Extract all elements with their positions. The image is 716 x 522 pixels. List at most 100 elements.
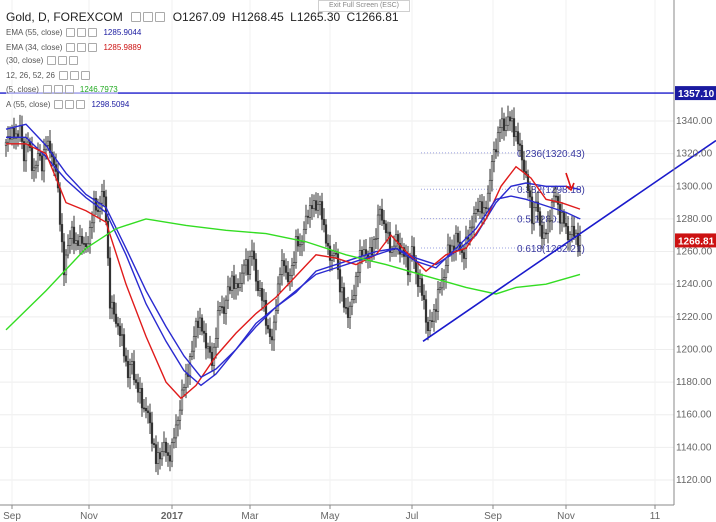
candle-body (484, 207, 488, 209)
eye-icon[interactable] (47, 56, 57, 65)
candle-body (210, 351, 214, 366)
candle-body (346, 307, 350, 318)
candle-body (46, 140, 50, 146)
eye-icon[interactable] (42, 85, 52, 94)
candle-body (122, 334, 126, 357)
price-axis[interactable]: 1340.00 1320.00 1300.00 1280.00 1260.00 1240.… (673, 0, 713, 505)
candle-body (474, 208, 478, 214)
y-tick-label: 1200.00 (676, 344, 713, 355)
candle-body (232, 275, 236, 289)
settings-icon[interactable] (65, 100, 75, 109)
candle-body (118, 325, 122, 336)
eye-icon[interactable] (54, 100, 64, 109)
indicator-controls[interactable] (54, 100, 86, 109)
candle-body (230, 275, 234, 291)
candle-body (476, 208, 480, 212)
candle-body (150, 422, 154, 444)
candle-body (108, 257, 112, 309)
candle-body (66, 245, 70, 256)
settings-icon[interactable] (58, 56, 68, 65)
indicator-row[interactable]: EMA (34, close) 1285.9889 (6, 43, 142, 52)
candle-body (376, 214, 380, 239)
settings-icon[interactable] (77, 28, 87, 37)
close-icon[interactable] (88, 28, 98, 37)
candle-body (256, 280, 260, 291)
indicator-row[interactable]: A (55, close) 1298.5094 (6, 100, 130, 109)
y-tick-label: 1340.00 (676, 116, 713, 127)
candle-body (454, 232, 458, 251)
settings-icon[interactable] (77, 43, 87, 52)
candle-body (488, 179, 492, 194)
candle-body (182, 387, 186, 391)
settings-icon[interactable] (142, 12, 153, 22)
settings-icon[interactable] (69, 71, 79, 80)
candle-body (502, 118, 506, 131)
candle-body (70, 226, 74, 239)
candle-body (82, 243, 86, 245)
indicator-controls[interactable] (66, 43, 98, 52)
indicator-controls[interactable] (42, 85, 74, 94)
close-icon[interactable] (76, 100, 86, 109)
eye-icon[interactable] (66, 43, 76, 52)
candle-body (196, 320, 200, 328)
candle-body (386, 231, 390, 234)
indicator-row[interactable]: (5, close) 1246.7973 (6, 85, 118, 94)
close-icon[interactable] (80, 71, 90, 80)
candle-body (334, 252, 338, 255)
candle-body (246, 259, 250, 275)
close-icon[interactable] (88, 43, 98, 52)
x-tick-label: Mar (241, 511, 259, 522)
candle-body (190, 350, 194, 357)
eye-icon[interactable] (130, 12, 141, 22)
time-axis[interactable]: Sep Nov 2017 Mar May Jul Sep Nov 11 (0, 504, 674, 522)
legend-controls[interactable] (130, 12, 165, 22)
candle-body (198, 317, 202, 328)
candle-body (420, 278, 424, 296)
candle-body (332, 252, 336, 256)
eye-icon[interactable] (58, 71, 68, 80)
candle-body (448, 244, 452, 254)
candle-body (262, 299, 266, 302)
grid-lines (0, 0, 674, 505)
candle-body (36, 153, 40, 166)
candle-body (300, 241, 304, 246)
candle-body (292, 262, 296, 266)
candle-body (158, 452, 162, 460)
candle-body (364, 249, 368, 255)
indicator-row[interactable]: 12, 26, 52, 26 (6, 71, 94, 80)
candle-body (148, 412, 152, 424)
candle-body (378, 208, 382, 216)
close-icon[interactable] (154, 12, 165, 22)
candle-body (492, 149, 496, 162)
candle-body (310, 205, 314, 209)
indicator-row[interactable]: (30, close) (6, 56, 83, 65)
close-icon[interactable] (69, 56, 79, 65)
candle-body (274, 310, 278, 323)
candle-body (126, 361, 130, 379)
ma-200-line (5, 218, 581, 331)
indicator-controls[interactable] (66, 28, 98, 37)
candle-body (266, 325, 270, 330)
x-tick-label: May (321, 511, 340, 522)
indicator-row[interactable]: EMA (55, close) 1285.9044 (6, 28, 142, 37)
indicator-controls[interactable] (58, 71, 90, 80)
exit-fullscreen-tooltip[interactable]: Exit Full Screen (ESC) (318, 0, 410, 12)
candle-body (498, 127, 502, 134)
indicator-controls[interactable] (47, 56, 79, 65)
candle-body (320, 201, 324, 220)
eye-icon[interactable] (66, 28, 76, 37)
candle-body (206, 346, 210, 349)
candle-body (562, 212, 566, 224)
candle-body (12, 127, 16, 139)
candle-body (424, 299, 428, 323)
candle-body (146, 410, 150, 414)
candle-body (576, 232, 580, 246)
candle-body (114, 313, 118, 324)
candle-body (134, 379, 138, 383)
settings-icon[interactable] (53, 85, 63, 94)
candle-body (536, 201, 540, 212)
candle-body (356, 271, 360, 277)
close-icon[interactable] (64, 85, 74, 94)
indicator-label: (30, close) (6, 56, 44, 65)
